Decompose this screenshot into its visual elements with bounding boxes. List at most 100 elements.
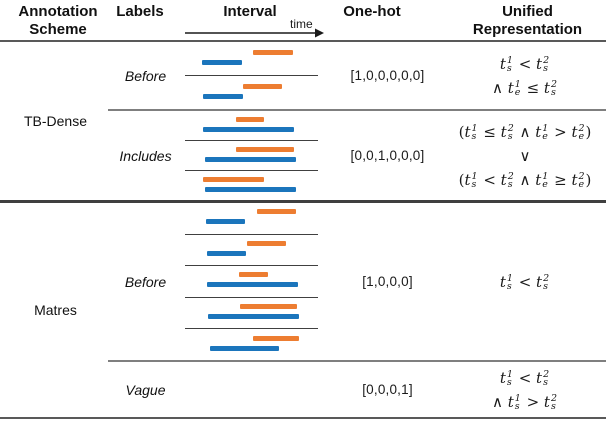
time-arrow-icon — [185, 28, 324, 38]
formula-variable: t — [464, 122, 471, 141]
onehot-value: [0,0,1,0,0,0] — [350, 148, 425, 163]
formula-variable: t — [536, 368, 543, 387]
header-unified-representation: Unified Representation — [450, 3, 605, 39]
formula-operator: ≤ — [521, 78, 544, 97]
example-divider — [185, 265, 318, 267]
formula-operator: ) — [585, 122, 592, 141]
formula-operator: > — [521, 392, 544, 411]
formula-operator: ( — [458, 122, 465, 141]
header-labels: Labels — [116, 3, 164, 20]
formula-variable: t — [499, 272, 506, 291]
interval-example — [185, 203, 318, 234]
formula-line: ∨ — [520, 146, 531, 166]
orange-interval-bar — [203, 176, 264, 182]
example-divider — [185, 328, 318, 330]
example-divider — [185, 140, 318, 141]
blue-interval-bar — [206, 219, 245, 225]
interval-example — [185, 235, 318, 266]
example-divider — [185, 75, 318, 76]
formula-variable: t — [464, 170, 471, 189]
formula-variable: t — [536, 272, 543, 291]
orange-interval-bar — [236, 116, 264, 122]
header-annotation-scheme-line1: Annotation — [18, 3, 98, 20]
horizontal-rule — [108, 109, 606, 111]
blue-interval-bar — [205, 186, 296, 192]
orange-interval-bar — [239, 272, 268, 278]
interval-example — [185, 111, 318, 140]
formula-variable: t — [535, 170, 542, 189]
formula-operator: ≥ — [549, 170, 572, 189]
onehot-value: [1,0,0,0,0,0] — [350, 68, 425, 83]
formula-variable: t — [507, 78, 514, 97]
formula-variable: t — [507, 392, 514, 411]
formula-variable: t — [536, 54, 543, 73]
orange-interval-bar — [236, 146, 294, 152]
header-onehot: One-hot — [343, 3, 401, 20]
relation-label-includes: Includes — [119, 147, 172, 164]
interval-examples — [185, 111, 318, 200]
blue-interval-bar — [208, 314, 299, 320]
formula-variable: t — [500, 170, 507, 189]
interval-examples — [185, 42, 318, 109]
header-unified-line2: Representation — [472, 21, 583, 38]
formula-operator: < — [513, 272, 537, 291]
formula-variable: t — [499, 54, 506, 73]
relation-label-vague: Vague — [125, 381, 166, 398]
onehot-value: [1,0,0,0] — [362, 274, 413, 289]
formula-operator: ∨ — [519, 146, 531, 165]
orange-interval-bar — [253, 335, 299, 341]
formula-variable: t — [535, 122, 542, 141]
orange-interval-bar — [243, 83, 282, 89]
example-divider — [185, 170, 318, 171]
horizontal-rule — [0, 40, 606, 42]
blue-interval-bar — [207, 282, 298, 288]
blue-interval-bar — [203, 126, 294, 132]
formula-operator: < — [513, 54, 537, 73]
interval-example — [185, 329, 318, 360]
interval-example — [185, 266, 318, 297]
relation-label-before: Before — [124, 67, 167, 84]
example-divider — [185, 233, 318, 235]
scheme-label-tb-dense: TB-Dense — [23, 113, 88, 129]
blue-interval-bar — [202, 59, 242, 65]
orange-interval-bar — [257, 209, 296, 215]
interval-example — [185, 298, 318, 329]
blue-interval-bar — [207, 250, 246, 256]
formula-variable: t — [571, 170, 578, 189]
formula-operator: < — [513, 368, 537, 387]
formula-variable: t — [543, 392, 550, 411]
example-divider — [185, 296, 318, 298]
horizontal-rule — [108, 360, 606, 362]
formula-operator: ∧ — [491, 392, 508, 411]
interval-example — [185, 141, 318, 170]
scheme-label-matres: Matres — [34, 302, 77, 318]
formula-operator: ≤ — [478, 122, 501, 141]
formula-operator: ∧ — [514, 122, 536, 141]
formula-operator: > — [549, 122, 572, 141]
horizontal-rule — [0, 200, 606, 203]
